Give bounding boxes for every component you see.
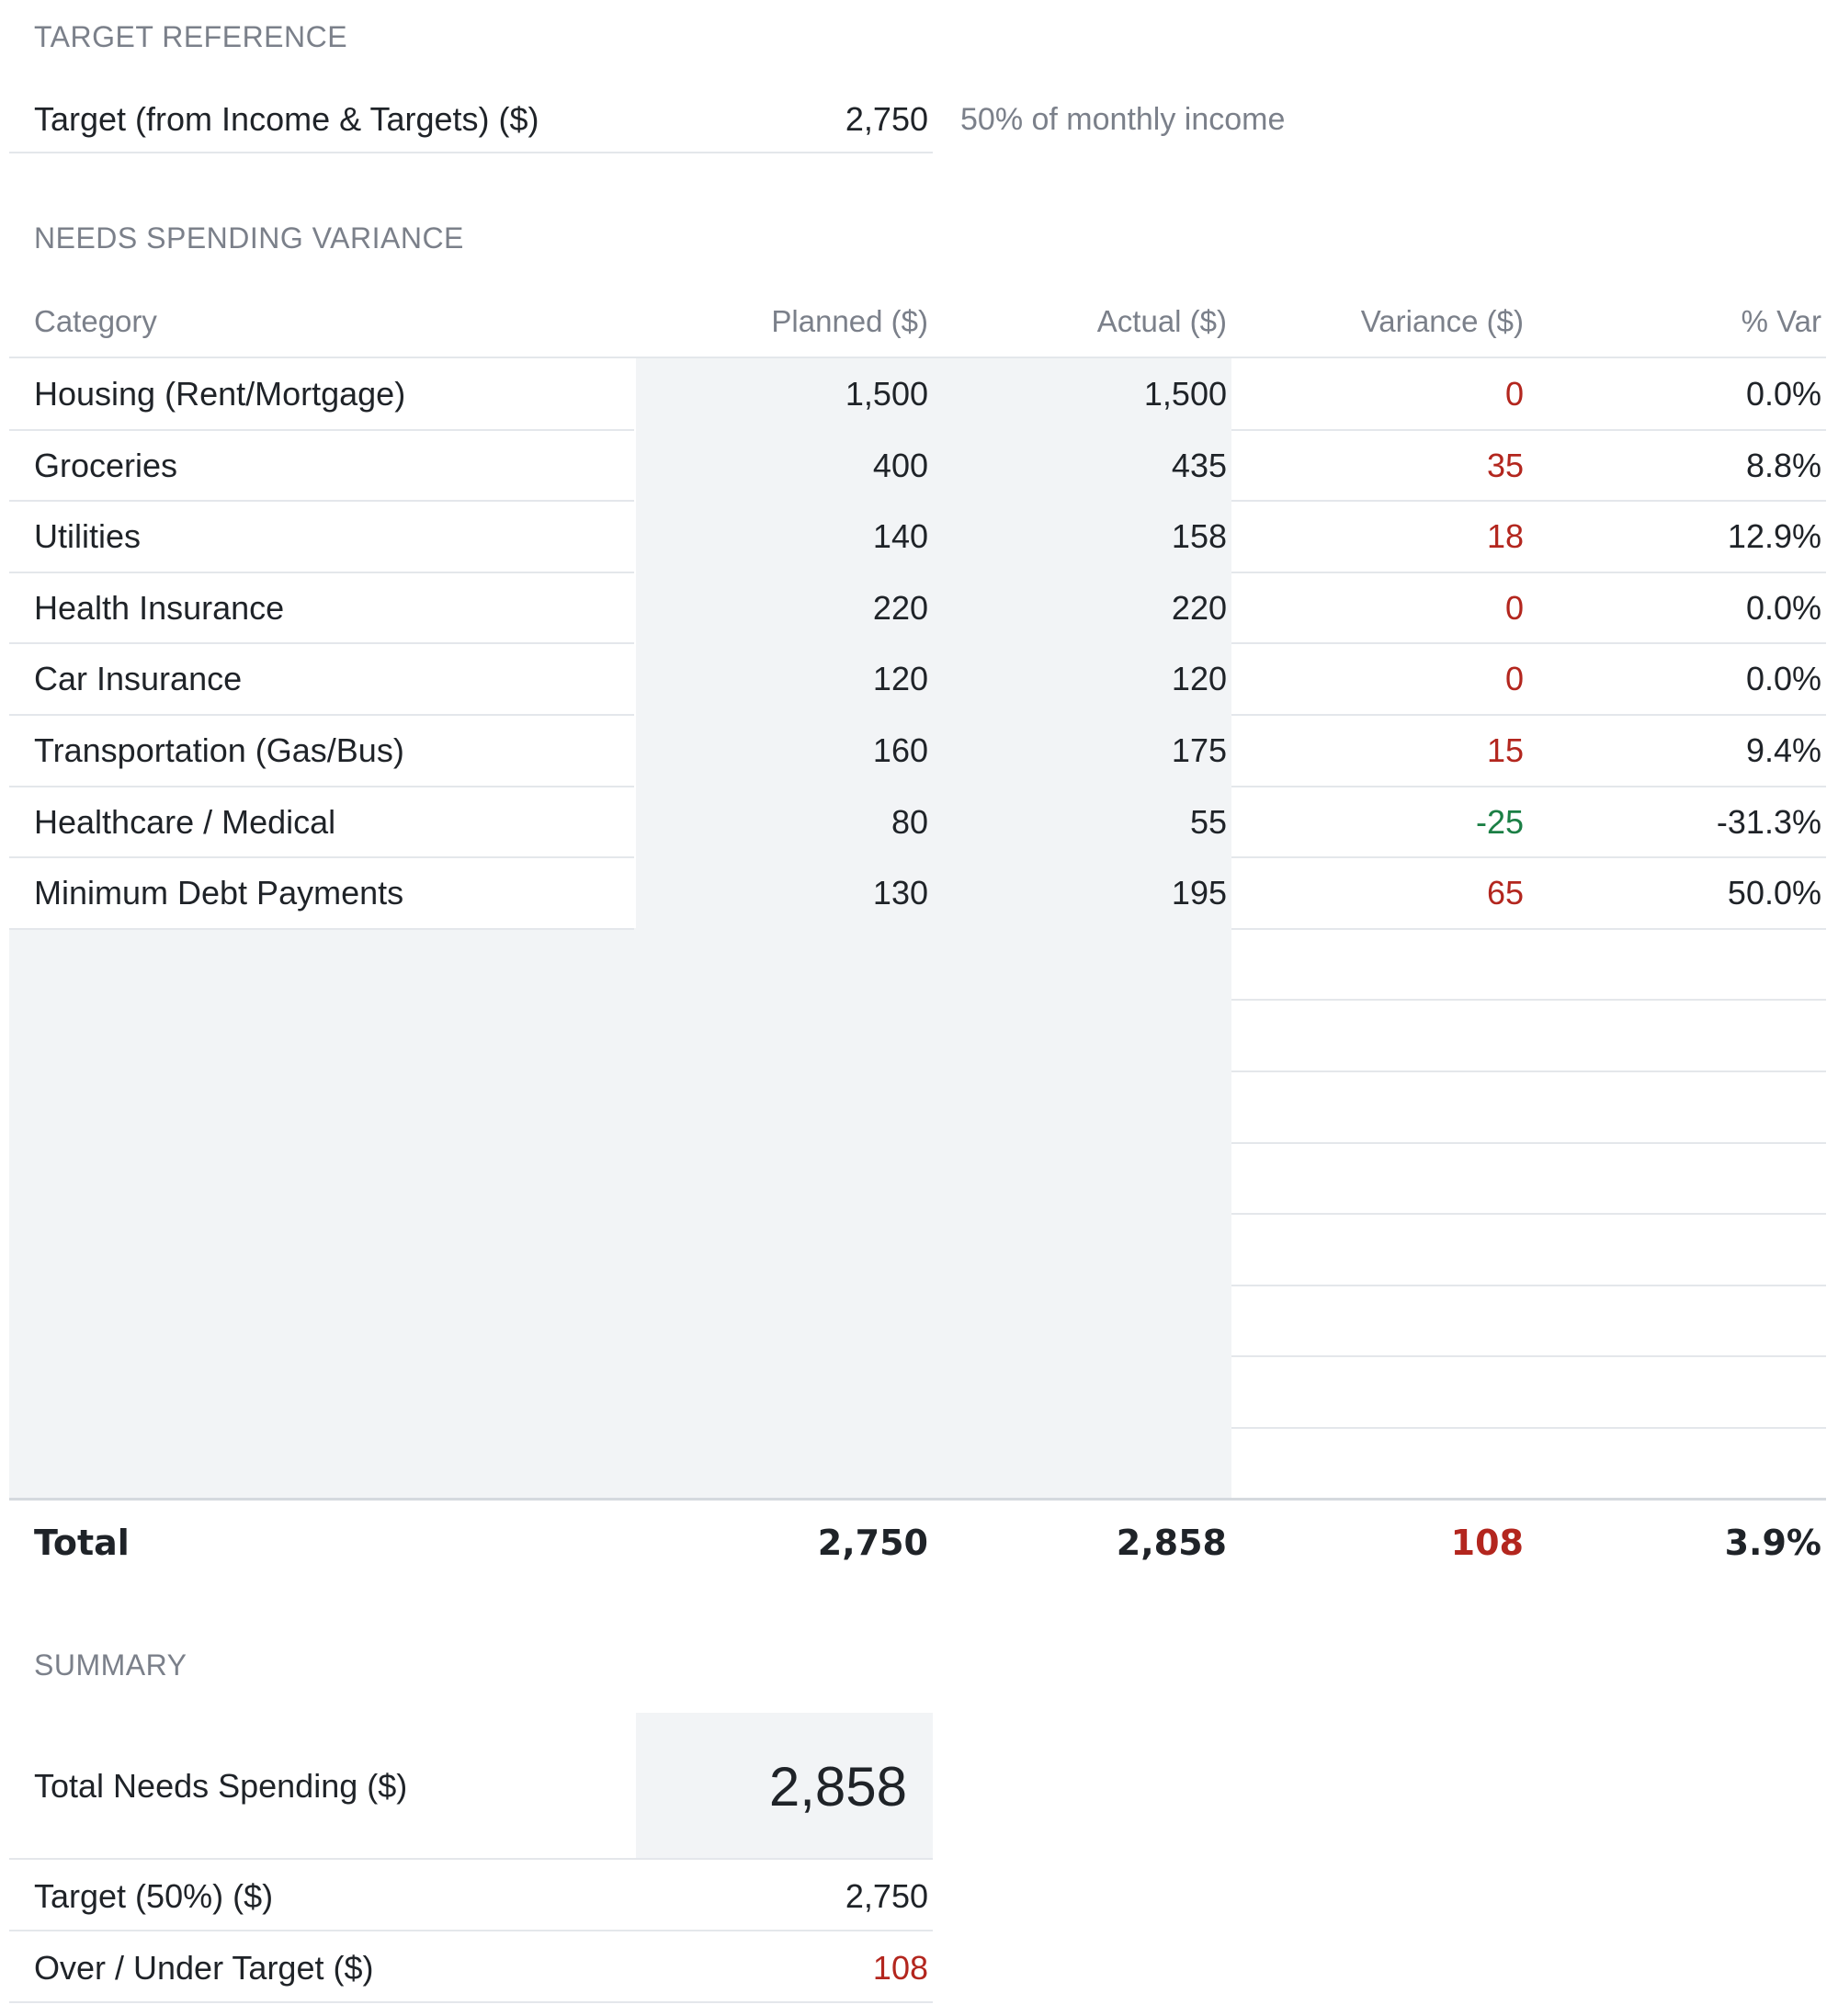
total-needs-box [636, 1713, 933, 1858]
row-divider [1231, 785, 1826, 787]
cell-variance: 35 [1486, 446, 1524, 484]
cell-actual[interactable]: 158 [1171, 517, 1227, 556]
cell-category: Groceries [34, 446, 178, 484]
cell-actual[interactable]: 220 [1171, 588, 1227, 627]
cell-planned[interactable]: 80 [891, 802, 928, 841]
header-category: Category [34, 304, 157, 338]
cell-actual[interactable]: 1,500 [1143, 375, 1227, 413]
empty-row-divider [1231, 999, 1826, 1002]
cell-pct-var: 0.0% [1745, 588, 1821, 627]
row-divider [9, 571, 634, 573]
cell-pct-var: -31.3% [1716, 802, 1821, 841]
cell-pct-var: 8.8% [1745, 446, 1821, 484]
row-divider [1231, 571, 1826, 573]
variance-section-title: NEEDS SPENDING VARIANCE [34, 221, 464, 255]
cell-variance: 0 [1504, 588, 1524, 627]
total-label: Total [34, 1523, 130, 1563]
empty-rows-shade [9, 928, 1231, 1500]
row-divider [9, 856, 634, 859]
row-divider [1231, 856, 1826, 859]
row-divider [9, 785, 634, 787]
header-divider [9, 357, 1826, 358]
row-divider [1231, 714, 1826, 716]
empty-row-divider [1231, 1284, 1826, 1286]
target-value: 2,750 [845, 1877, 928, 1915]
cell-variance: 0 [1504, 375, 1524, 413]
cell-variance: 65 [1486, 874, 1524, 912]
total-actual: 2,858 [1116, 1523, 1227, 1563]
cell-pct-var: 0.0% [1745, 375, 1821, 413]
cell-category: Car Insurance [34, 660, 243, 698]
cell-pct-var: 0.0% [1745, 660, 1821, 698]
target-reference-value: 2,750 [845, 100, 928, 138]
target-label: Target (50%) ($) [34, 1877, 274, 1915]
cell-variance: -25 [1475, 802, 1524, 841]
cell-planned[interactable]: 130 [872, 874, 928, 912]
cell-actual[interactable]: 55 [1189, 802, 1227, 841]
cell-variance: 0 [1504, 660, 1524, 698]
header-pct-var: % Var [1741, 304, 1821, 338]
target-reference-label: Target (from Income & Targets) ($) [34, 100, 539, 138]
cell-pct-var: 50.0% [1727, 874, 1821, 912]
cell-actual[interactable]: 435 [1171, 446, 1227, 484]
summary-divider-2 [9, 1930, 933, 1931]
row-divider [9, 428, 634, 431]
cell-variance: 15 [1486, 731, 1524, 769]
empty-row-divider [1231, 1213, 1826, 1216]
cell-category: Healthcare / Medical [34, 802, 336, 841]
cell-pct-var: 9.4% [1745, 731, 1821, 769]
row-divider [1231, 500, 1826, 503]
cell-category: Transportation (Gas/Bus) [34, 731, 404, 769]
row-divider [1231, 642, 1826, 645]
empty-row-divider [1231, 1355, 1826, 1358]
row-divider [9, 927, 634, 930]
cell-category: Utilities [34, 517, 142, 556]
cell-planned[interactable]: 400 [872, 446, 928, 484]
header-planned: Planned ($) [771, 304, 928, 338]
row-divider [1231, 428, 1826, 431]
over-under-value: 108 [872, 1949, 928, 1987]
cell-actual[interactable]: 195 [1171, 874, 1227, 912]
total-planned: 2,750 [817, 1523, 928, 1563]
cell-planned[interactable]: 120 [872, 660, 928, 698]
total-pct-var: 3.9% [1724, 1523, 1821, 1563]
total-needs-label: Total Needs Spending ($) [34, 1767, 408, 1805]
row-divider [9, 642, 634, 645]
header-variance: Variance ($) [1360, 304, 1524, 338]
input-columns-shade [636, 358, 1231, 928]
total-divider [9, 1498, 1826, 1501]
empty-row-divider [1231, 1427, 1826, 1429]
cell-planned[interactable]: 160 [872, 731, 928, 769]
cell-variance: 18 [1486, 517, 1524, 556]
over-under-label: Over / Under Target ($) [34, 1949, 374, 1987]
cell-category: Housing (Rent/Mortgage) [34, 375, 406, 413]
cell-category: Health Insurance [34, 588, 285, 627]
empty-row-divider [1231, 1070, 1826, 1072]
empty-row-divider [1231, 1141, 1826, 1144]
cell-actual[interactable]: 120 [1171, 660, 1227, 698]
summary-title: SUMMARY [34, 1648, 187, 1682]
header-actual: Actual ($) [1096, 304, 1227, 338]
row-divider [9, 714, 634, 716]
cell-category: Minimum Debt Payments [34, 874, 404, 912]
summary-divider-3 [9, 2001, 933, 2003]
cell-pct-var: 12.9% [1727, 517, 1821, 556]
total-needs-value: 2,858 [768, 1756, 907, 1818]
target-reference-title: TARGET REFERENCE [34, 20, 348, 53]
target-reference-divider [9, 152, 933, 153]
row-divider [1231, 927, 1826, 930]
cell-planned[interactable]: 1,500 [845, 375, 928, 413]
cell-actual[interactable]: 175 [1171, 731, 1227, 769]
cell-planned[interactable]: 220 [872, 588, 928, 627]
total-variance: 108 [1450, 1523, 1524, 1563]
summary-divider-1 [9, 1858, 933, 1860]
row-divider [9, 500, 634, 503]
target-reference-note: 50% of monthly income [960, 102, 1286, 137]
cell-planned[interactable]: 140 [872, 517, 928, 556]
